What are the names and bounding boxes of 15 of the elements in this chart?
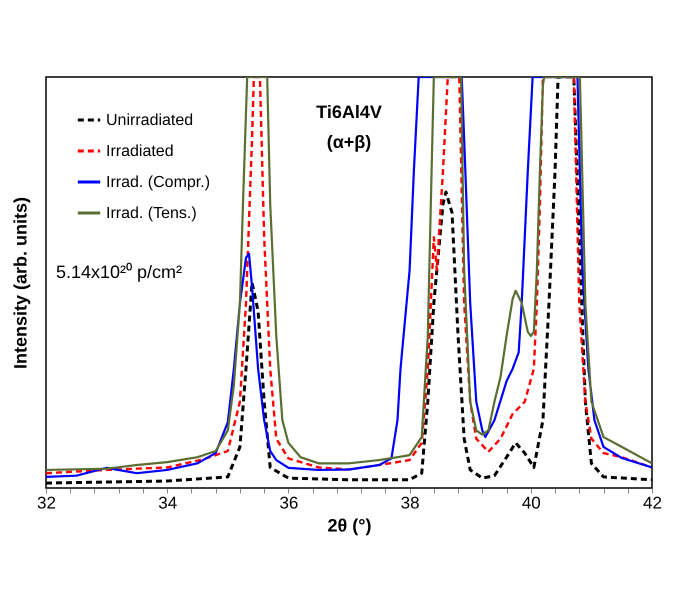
legend-label: Unirradiated (106, 112, 194, 129)
x-axis-title: 2θ (°) (328, 516, 372, 536)
x-tick-label: 36 (279, 494, 298, 512)
x-tick-label: 32 (37, 494, 56, 512)
legend-label: Irrad. (Tens.) (106, 205, 197, 222)
legend-label: Irrad. (Compr.) (106, 174, 210, 191)
x-tick-label: 34 (158, 494, 178, 512)
y-axis-title: Intensity (arb. units) (10, 196, 30, 370)
annotation: (α+β) (326, 132, 372, 152)
x-tick-label: 40 (522, 494, 541, 512)
annotation: Ti6Al4V (316, 102, 382, 122)
x-tick-label: 38 (400, 494, 420, 512)
legend-label: Irradiated (106, 143, 174, 160)
x-tick-label: 42 (643, 494, 662, 512)
annotation: 5.14x10²⁰ p/cm² (56, 262, 182, 282)
